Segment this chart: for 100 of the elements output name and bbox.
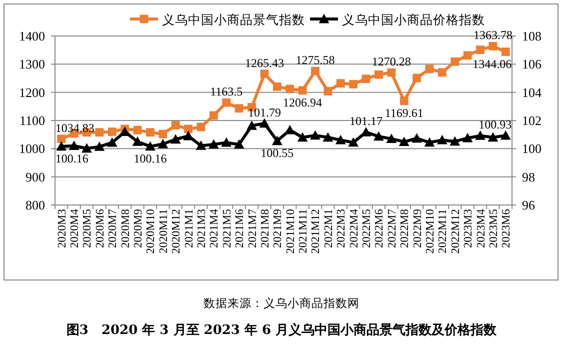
x-tick-label: 2022M3 <box>336 208 348 248</box>
point <box>184 124 192 134</box>
x-tick-label: 2023M6 <box>500 208 513 248</box>
source-note: 数据来源：义乌小商品指数网 <box>204 296 360 310</box>
point <box>311 66 320 76</box>
point <box>196 140 206 150</box>
x-tick-label: 2020M8 <box>120 208 132 248</box>
point <box>412 74 421 82</box>
point <box>82 143 92 153</box>
point <box>108 128 116 136</box>
data-label: 100.93 <box>478 118 512 132</box>
data-label: 100.16 <box>134 151 167 166</box>
point <box>322 132 334 142</box>
point <box>398 136 410 146</box>
legend-label: 义乌中国小商品价格指数 <box>342 12 485 27</box>
data-label: 101.17 <box>350 114 383 128</box>
x-tick-label: 2022M6 <box>374 208 386 248</box>
x-tick-label: 2021M9 <box>272 208 284 248</box>
x-tick-label: 2020M3 <box>56 208 68 248</box>
x-tick-label: 2020M10 <box>145 208 158 254</box>
point <box>374 131 384 141</box>
point <box>196 122 206 132</box>
point <box>425 64 434 74</box>
point <box>133 126 142 134</box>
point <box>298 86 307 95</box>
x-tick-label: 2020M6 <box>94 208 106 248</box>
x-tick-label: 2020M11 <box>158 208 170 254</box>
x-tick-label: 2022M12 <box>450 208 462 254</box>
point <box>272 136 282 146</box>
point <box>68 140 80 150</box>
point <box>234 104 244 113</box>
data-label: 101.79 <box>248 105 281 120</box>
data-label: 1265.43 <box>244 56 284 70</box>
point <box>260 70 269 78</box>
point <box>463 51 472 60</box>
x-tick-label: 2022M4 <box>348 208 360 248</box>
point <box>222 98 231 107</box>
point <box>272 82 282 91</box>
point <box>450 57 460 66</box>
y-tick-label: 900 <box>26 169 45 184</box>
point <box>400 96 408 106</box>
point <box>57 134 66 144</box>
x-tick-label: 2020M12 <box>170 208 183 254</box>
point <box>106 137 118 147</box>
point <box>221 137 232 147</box>
data-label: 1034.83 <box>55 120 94 135</box>
x-tick-label: 2020M7 <box>107 208 120 248</box>
data-label: 1363.78 <box>473 28 512 42</box>
point <box>209 111 218 120</box>
y2-tick-label: 106 <box>522 56 542 72</box>
point <box>462 132 473 142</box>
x-tick-label: 2020M5 <box>82 208 94 248</box>
point <box>362 74 370 84</box>
data-label: 1344.06 <box>472 56 512 71</box>
point <box>488 42 498 50</box>
data-label: 1169.61 <box>384 106 424 120</box>
point <box>145 141 156 151</box>
point <box>501 48 510 56</box>
point <box>297 132 308 142</box>
y-tick-label: 1100 <box>19 113 45 128</box>
data-label: 100.55 <box>260 146 294 160</box>
point <box>424 137 435 147</box>
y-tick-label: 1300 <box>19 56 45 72</box>
point <box>475 130 486 140</box>
data-label: 1206.94 <box>283 95 322 110</box>
data-label: 1275.58 <box>296 53 335 68</box>
point <box>171 121 180 130</box>
x-tick-label: 2022M1 <box>322 208 335 248</box>
point <box>132 136 143 146</box>
x-tick-label: 2022M8 <box>399 208 412 248</box>
x-tick-label: 2022M5 <box>361 208 374 248</box>
x-tick-label: 2021M4 <box>208 208 221 248</box>
point <box>95 128 104 137</box>
x-tick-label: 2023M3 <box>462 208 475 248</box>
x-tick-label: 2021M7 <box>246 208 259 248</box>
point <box>246 120 257 130</box>
point <box>284 124 296 134</box>
point <box>286 84 294 94</box>
point <box>146 128 154 137</box>
point <box>488 132 498 142</box>
point <box>412 133 422 143</box>
point <box>259 118 270 128</box>
point <box>348 137 359 147</box>
point <box>234 139 244 149</box>
point <box>324 87 332 96</box>
data-label: 1270.28 <box>372 54 411 69</box>
x-tick-label: 2022M7 <box>386 208 398 248</box>
x-tick-label: 2020M9 <box>132 208 145 248</box>
x-tick-label: 2022M11 <box>437 208 450 254</box>
point <box>310 130 320 140</box>
point <box>336 79 345 88</box>
y2-tick-label: 96 <box>522 198 536 212</box>
y-tick-label: 1000 <box>19 141 45 156</box>
y2-tick-label: 100 <box>522 141 542 156</box>
point <box>450 136 460 146</box>
data-label: 100.16 <box>55 151 88 166</box>
x-tick-label: 2021M5 <box>221 208 234 248</box>
x-tick-label: 2022M9 <box>412 208 424 248</box>
x-tick-label: 2023M5 <box>488 208 500 248</box>
text: 图3 2020 年 3 月至 2023 年 6 月义乌中国小商品景气指数及价格指数 <box>66 322 498 338</box>
